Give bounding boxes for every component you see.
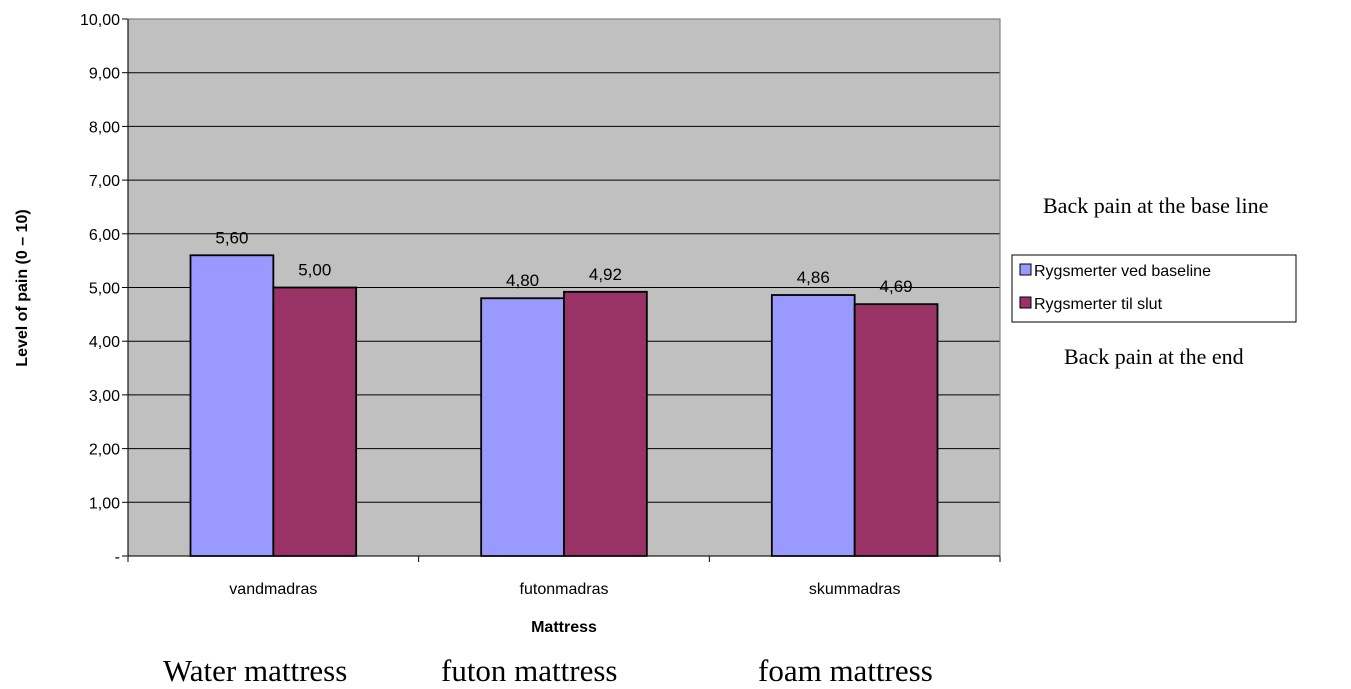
bars — [190, 255, 937, 556]
translation-futon-mattress: futon mattress — [441, 653, 618, 688]
legend-label-end: Rygsmerter til slut — [1034, 296, 1163, 313]
data-label: 5,60 — [215, 228, 248, 247]
y-tick-label: 1,00 — [89, 495, 120, 512]
data-label: 4,92 — [589, 265, 622, 284]
legend-label-baseline: Rygsmerter ved baseline — [1034, 263, 1211, 280]
data-label: 4,80 — [506, 271, 539, 290]
x-axis-title: Mattress — [531, 619, 597, 636]
annotation-baseline-translation: Back pain at the base line — [1043, 193, 1268, 218]
bar-skummadras-series-0 — [772, 295, 855, 556]
category-label: vandmadras — [229, 581, 317, 598]
x-axis-category-labels: vandmadras futonmadras skummadras — [229, 581, 900, 598]
data-label: 4,69 — [880, 277, 913, 296]
data-label: 5,00 — [298, 261, 331, 280]
annotation-end-translation: Back pain at the end — [1064, 344, 1244, 369]
y-tick-label: 8,00 — [89, 119, 120, 136]
legend-swatch-baseline — [1020, 264, 1031, 275]
y-tick-label: 9,00 — [89, 66, 120, 83]
bar-skummadras-series-1 — [855, 304, 938, 556]
y-axis-title: Level of pain (0 – 10) — [14, 209, 31, 366]
bar-vandmadras-series-1 — [273, 288, 356, 557]
bar-vandmadras-series-0 — [190, 255, 273, 556]
y-tick-label: 4,00 — [89, 334, 120, 351]
bar-futonmadras-series-1 — [564, 292, 647, 556]
y-tick-label: 3,00 — [89, 388, 120, 405]
bar-futonmadras-series-0 — [481, 298, 564, 556]
translation-foam-mattress: foam mattress — [758, 653, 933, 688]
data-label: 4,86 — [797, 268, 830, 287]
legend-swatch-end — [1020, 297, 1031, 308]
y-tick-label: 6,00 — [89, 227, 120, 244]
y-tick-label: - — [115, 549, 120, 566]
category-label: skummadras — [809, 581, 901, 598]
category-label: futonmadras — [520, 581, 609, 598]
y-tick-label: 2,00 — [89, 442, 120, 459]
y-tick-label: 7,00 — [89, 173, 120, 190]
y-tick-label: 5,00 — [89, 281, 120, 298]
translation-water-mattress: Water mattress — [163, 653, 347, 688]
y-tick-label: 10,00 — [80, 12, 120, 29]
legend: Rygsmerter ved baseline Rygsmerter til s… — [1012, 255, 1296, 322]
